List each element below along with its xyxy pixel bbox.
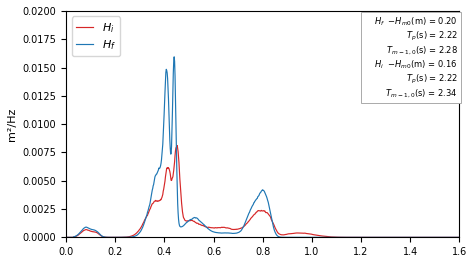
$H_f$ bbox=[403, 236, 409, 239]
$H_f$ bbox=[360, 236, 365, 239]
Line: $H_f$: $H_f$ bbox=[66, 57, 459, 237]
$H_i$ bbox=[344, 236, 349, 239]
Line: $H_i$: $H_i$ bbox=[66, 145, 459, 237]
$H_i$ bbox=[63, 236, 69, 239]
$H_i$ bbox=[456, 236, 462, 239]
$H_i$ bbox=[232, 228, 237, 231]
$H_f$ bbox=[63, 236, 69, 239]
$H_f$ bbox=[171, 55, 177, 58]
$H_i$ bbox=[106, 236, 112, 239]
Text: $H_f$  $-H_{m0}$(m) = 0.20
        $T_p$(s) = 2.22
        $T_{m-1,0}$(s) = 2.28: $H_f$ $-H_{m0}$(m) = 0.20 $T_p$(s) = 2.2… bbox=[364, 16, 457, 100]
$H_f$ bbox=[232, 232, 237, 235]
$H_i$ bbox=[360, 236, 365, 239]
$H_i$ bbox=[174, 144, 180, 147]
$H_f$ bbox=[456, 236, 462, 239]
$H_i$ bbox=[165, 166, 171, 169]
$H_f$ bbox=[165, 97, 171, 101]
$H_i$ bbox=[403, 236, 409, 239]
Y-axis label: m²/Hz: m²/Hz bbox=[7, 107, 17, 141]
Legend: $H_i$, $H_f$: $H_i$, $H_f$ bbox=[72, 16, 120, 56]
$H_f$ bbox=[106, 236, 112, 239]
$H_f$ bbox=[344, 236, 349, 239]
